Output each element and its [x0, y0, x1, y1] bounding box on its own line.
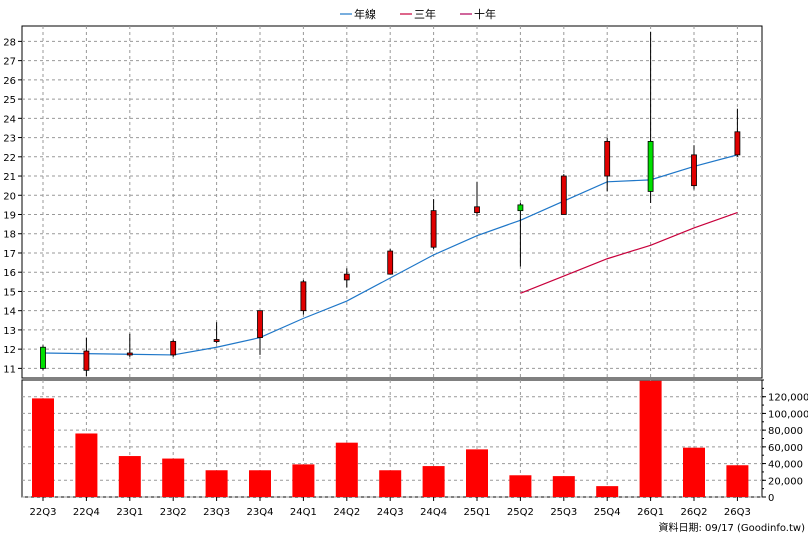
- x-tick-label: 24Q2: [333, 507, 360, 518]
- candle-body: [170, 341, 177, 356]
- price-tick-label: 26: [3, 76, 16, 87]
- x-tick-label: 22Q3: [30, 507, 57, 518]
- price-tick-label: 19: [3, 211, 16, 222]
- price-tick-label: 24: [3, 114, 16, 125]
- volume-bar: [726, 465, 749, 497]
- price-tick-label: 27: [3, 57, 16, 68]
- x-tick-label: 23Q3: [203, 507, 230, 518]
- candle-body: [647, 141, 654, 192]
- price-tick-label: 18: [3, 230, 16, 241]
- volume-tick-label: 40,000: [768, 460, 803, 471]
- candle-body: [126, 352, 133, 356]
- volume-tick-label: 0: [768, 493, 774, 504]
- legend-label-3: 十年: [474, 7, 496, 21]
- price-tick-label: 25: [3, 95, 16, 106]
- price-tick-label: 12: [3, 345, 16, 356]
- candle-body: [691, 154, 697, 187]
- price-tick-label: 22: [3, 153, 16, 164]
- volume-tick-label: 20,000: [768, 476, 803, 487]
- candle-body: [83, 350, 90, 371]
- volume-bar: [422, 466, 445, 497]
- x-tick-label: 24Q1: [290, 507, 317, 518]
- annual-line: [42, 154, 738, 356]
- volume-tick-label: 100,000: [768, 409, 808, 420]
- volume-bar: [32, 398, 54, 497]
- candle-body: [343, 273, 350, 281]
- volume-bar: [205, 470, 228, 497]
- volume-bar: [379, 470, 402, 497]
- volume-bar: [249, 470, 271, 497]
- volume-panel: 0 20,000 40,000 60,000 80,000 100,000 120,000: [21, 379, 808, 504]
- x-tick-label: 22Q4: [73, 507, 100, 518]
- price-tick-label: 16: [3, 268, 16, 279]
- candle-body: [560, 175, 567, 215]
- volume-bar: [162, 458, 185, 497]
- candle-body: [300, 281, 307, 312]
- volume-bar: [596, 486, 619, 497]
- price-tick-label: 15: [3, 287, 16, 298]
- price-tick-label: 14: [3, 307, 16, 318]
- price-plot-area: [21, 25, 763, 379]
- x-tick-label: 25Q4: [594, 507, 621, 518]
- candle-body: [430, 210, 437, 248]
- candle-body: [474, 206, 480, 213]
- x-tick-label: 25Q1: [464, 507, 491, 518]
- price-tick-label: 23: [3, 134, 16, 145]
- volume-bar: [118, 456, 141, 497]
- chart-legend: 年線 三年 十年: [340, 7, 496, 21]
- price-tick-label: 17: [3, 249, 16, 260]
- x-tick-label: 24Q3: [377, 507, 404, 518]
- volume-tick-label: 120,000: [768, 393, 808, 404]
- price-tick-label: 20: [3, 191, 16, 202]
- candle-body: [604, 141, 611, 177]
- price-tick-label: 13: [3, 326, 16, 337]
- x-tick-label: 23Q2: [160, 507, 187, 518]
- volume-tick-label: 60,000: [768, 443, 803, 454]
- volume-bar: [552, 476, 575, 497]
- x-tick-label: 23Q4: [247, 507, 274, 518]
- price-tick-label: 28: [3, 37, 16, 48]
- x-axis: 22Q3 22Q4 23Q1 23Q2 23Q3 23Q4 24Q1 24Q2 24Q3 24Q4…: [30, 497, 751, 518]
- volume-tick-label: 80,000: [768, 426, 803, 437]
- volume-bar: [683, 447, 705, 497]
- candle-body: [213, 339, 220, 342]
- candle-body: [40, 346, 46, 369]
- volume-bar: [292, 464, 315, 497]
- footer-source: 資料日期: 09/17 (Goodinfo.tw): [658, 521, 805, 534]
- volume-bar: [335, 442, 358, 497]
- legend-label-1: 年線: [354, 7, 376, 21]
- x-tick-label: 25Q2: [507, 507, 534, 518]
- x-tick-label: 26Q3: [724, 507, 751, 518]
- candle-body: [257, 310, 263, 339]
- x-tick-label: 26Q1: [637, 507, 664, 518]
- price-tick-label: 11: [3, 364, 16, 375]
- price-panel: 11 12 13 14 15 16 17 18 19 20 21 22 23 24 25 26 27 28: [3, 25, 763, 379]
- candle-body: [517, 204, 524, 212]
- volume-bar: [75, 433, 98, 497]
- legend-label-2: 三年: [414, 7, 436, 21]
- candle-body: [387, 250, 394, 275]
- x-tick-label: 26Q2: [681, 507, 708, 518]
- x-tick-label: 24Q4: [420, 507, 447, 518]
- volume-bar: [639, 380, 662, 497]
- three-year-line: [520, 212, 738, 294]
- x-tick-label: 25Q3: [550, 507, 577, 518]
- volume-bar: [466, 449, 488, 497]
- candle-body: [734, 131, 741, 156]
- x-tick-label: 23Q1: [116, 507, 143, 518]
- price-tick-label: 21: [3, 172, 16, 183]
- volume-bar: [509, 475, 532, 497]
